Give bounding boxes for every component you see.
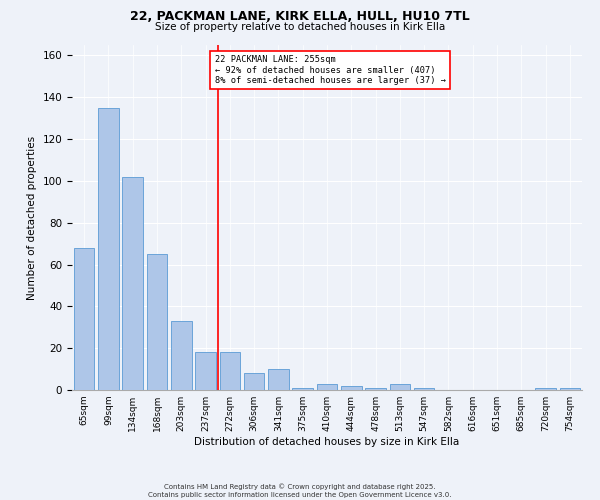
Bar: [74, 248, 94, 390]
Bar: [414, 388, 434, 390]
Bar: [389, 384, 410, 390]
Text: Size of property relative to detached houses in Kirk Ella: Size of property relative to detached ho…: [155, 22, 445, 32]
Text: Contains HM Land Registry data © Crown copyright and database right 2025.
Contai: Contains HM Land Registry data © Crown c…: [148, 484, 452, 498]
Bar: [365, 388, 386, 390]
Bar: [98, 108, 119, 390]
Bar: [122, 176, 143, 390]
X-axis label: Distribution of detached houses by size in Kirk Ella: Distribution of detached houses by size …: [194, 437, 460, 447]
Y-axis label: Number of detached properties: Number of detached properties: [27, 136, 37, 300]
Bar: [195, 352, 216, 390]
Bar: [146, 254, 167, 390]
Bar: [220, 352, 240, 390]
Bar: [560, 388, 580, 390]
Bar: [171, 321, 191, 390]
Bar: [268, 369, 289, 390]
Bar: [244, 374, 265, 390]
Bar: [317, 384, 337, 390]
Bar: [535, 388, 556, 390]
Text: 22 PACKMAN LANE: 255sqm
← 92% of detached houses are smaller (407)
8% of semi-de: 22 PACKMAN LANE: 255sqm ← 92% of detache…: [215, 56, 446, 85]
Bar: [292, 388, 313, 390]
Text: 22, PACKMAN LANE, KIRK ELLA, HULL, HU10 7TL: 22, PACKMAN LANE, KIRK ELLA, HULL, HU10 …: [130, 10, 470, 23]
Bar: [341, 386, 362, 390]
